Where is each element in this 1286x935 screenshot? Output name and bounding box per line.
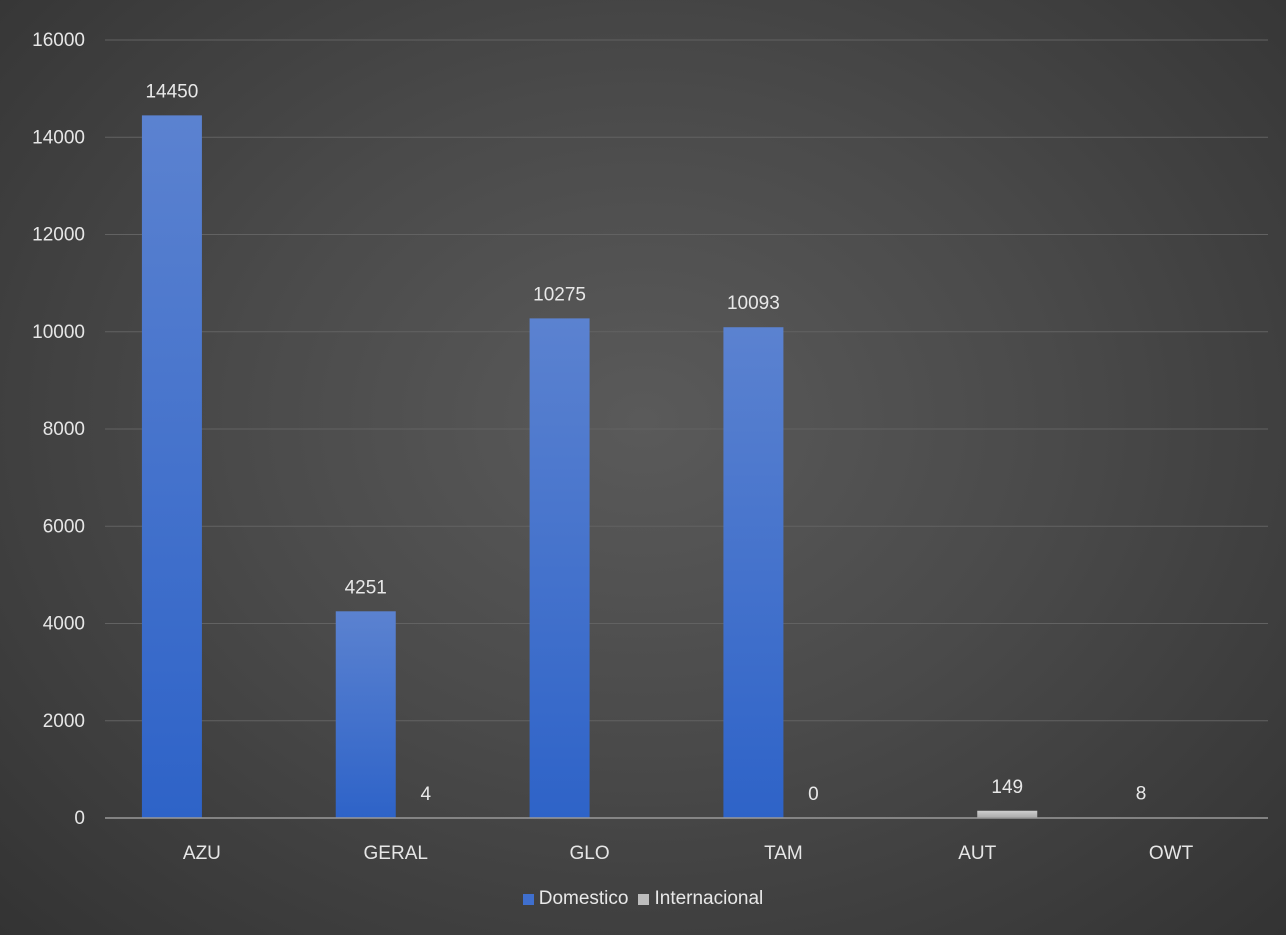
bar-chart: 0 2000 4000 6000 8000 10000 12000 14000 16000 14… [32,30,1268,864]
legend-swatch-domestico [522,893,534,905]
data-label: 10093 [727,293,780,314]
y-tick-label: 12000 [32,225,85,246]
data-label: 149 [991,777,1023,798]
x-axis: AZU GERAL GLO TAM AUT OWT [105,817,1268,864]
data-label: 4251 [345,577,387,598]
x-tick-label: TAM [764,843,803,864]
y-tick-label: 14000 [32,127,85,148]
x-tick-label: GLO [570,843,610,864]
data-label: 14450 [145,81,198,102]
legend-label-internacional: Internacional [654,888,764,909]
x-tick-label: AUT [958,843,996,864]
y-tick-label: 16000 [32,30,85,51]
gridlines [105,39,1268,722]
bar-domestico [335,611,396,818]
data-label: 4 [420,784,431,805]
legend-swatch-internacional [638,893,650,905]
y-tick-label: 0 [74,808,85,829]
bar-domestico [141,115,202,818]
x-tick-label: OWT [1149,843,1194,864]
data-label: 10275 [533,284,586,305]
bar-internacional [977,810,1038,818]
bar-domestico [723,327,784,818]
data-label: 0 [808,784,819,805]
y-tick-label: 8000 [43,419,85,440]
legend: Domestico Internacional [0,888,1286,910]
bars [141,115,1172,818]
y-tick-label: 6000 [43,516,85,537]
legend-label-domestico: Domestico [538,888,629,909]
x-tick-label: GERAL [364,843,428,864]
y-tick-label: 10000 [32,322,85,343]
legend-item-domestico: Domestico [522,888,629,910]
data-labels: 14450 4251 10275 10093 8 4 0 149 [145,81,1146,805]
y-axis: 0 2000 4000 6000 8000 10000 12000 14000 16000 [32,30,85,829]
y-tick-label: 2000 [43,711,85,732]
data-label: 8 [1136,784,1147,805]
x-tick-label: AZU [183,843,221,864]
bar-domestico [529,318,590,818]
legend-item-internacional: Internacional [638,888,763,910]
y-tick-label: 4000 [43,614,85,635]
